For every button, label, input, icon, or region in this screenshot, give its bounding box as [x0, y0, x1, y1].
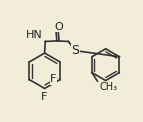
Text: F: F	[41, 92, 47, 102]
Text: HN: HN	[26, 30, 43, 40]
Text: F: F	[50, 74, 57, 84]
Text: S: S	[71, 44, 79, 57]
Text: O: O	[54, 22, 63, 32]
Text: CH₃: CH₃	[100, 82, 118, 92]
